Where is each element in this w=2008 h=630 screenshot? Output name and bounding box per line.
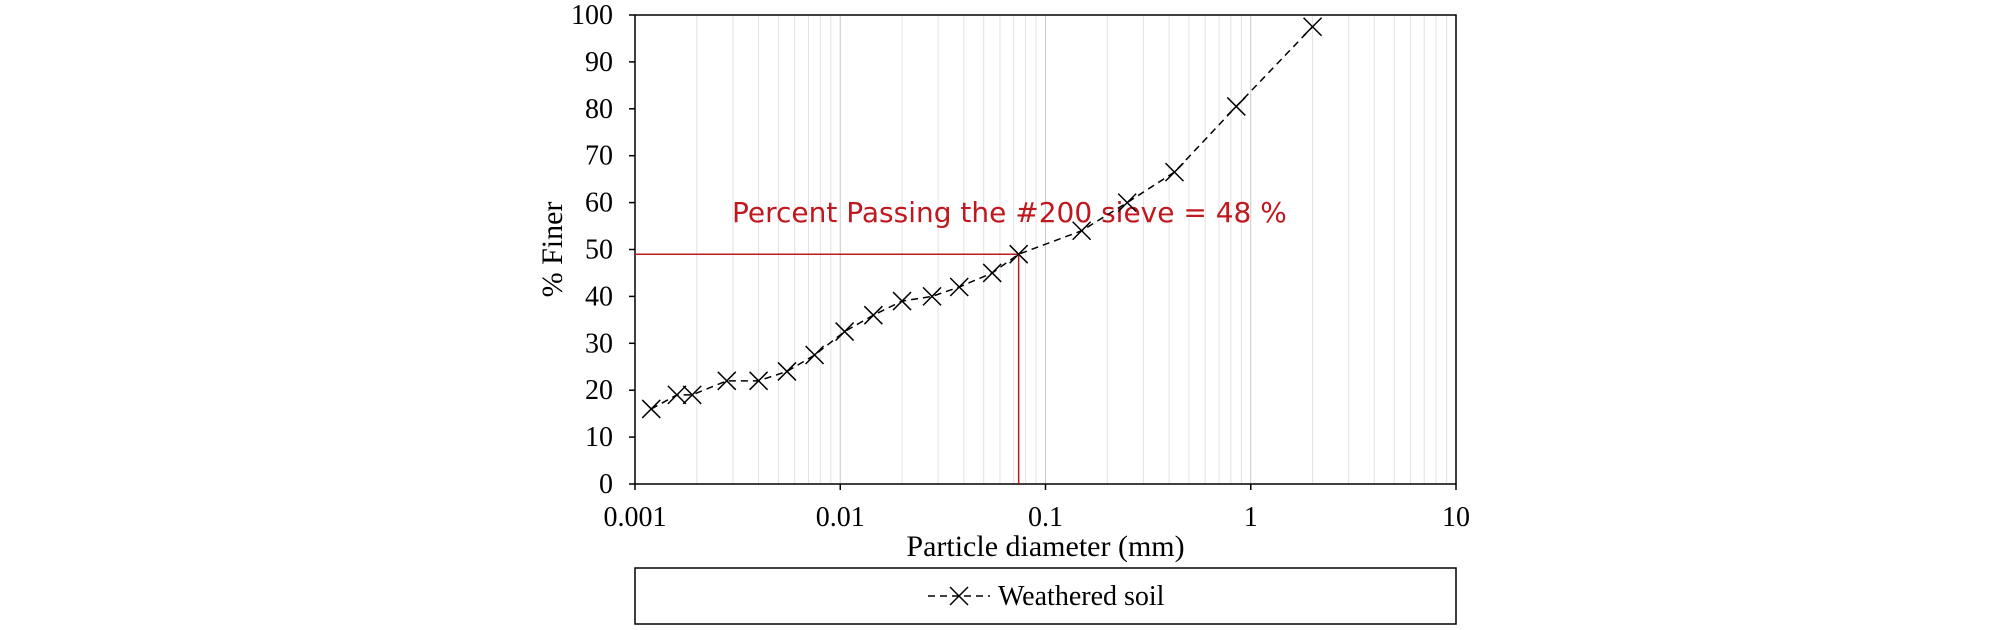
x-tick-label: 0.01 <box>816 502 865 533</box>
annotation: Percent Passing the #200 sieve = 48 % <box>635 196 1287 484</box>
annotation-text: Percent Passing the #200 sieve = 48 % <box>732 196 1287 229</box>
data-point-marker <box>892 291 912 311</box>
data-point-marker <box>749 371 769 391</box>
legend-box <box>634 567 1457 625</box>
y-axis-ticks: 0 10 20 30 40 50 60 70 80 90 100 <box>571 0 635 500</box>
data-point-marker <box>805 345 825 365</box>
data-point-marker <box>1164 162 1185 182</box>
legend: Weathered soil <box>634 567 1457 625</box>
data-point-marker <box>717 371 737 391</box>
y-tick-label: 60 <box>585 188 613 219</box>
data-point-marker <box>667 385 687 405</box>
legend-label: Weathered soil <box>998 581 1165 612</box>
y-tick-label: 70 <box>585 141 613 172</box>
y-tick-label: 90 <box>585 47 613 78</box>
y-axis-title: % Finer <box>536 202 569 298</box>
data-point-marker <box>1072 221 1092 241</box>
x-tick-label: 0.1 <box>1028 502 1063 533</box>
x-axis-ticks: 0.001 0.01 0.1 1 10 <box>604 484 1470 533</box>
data-point-marker <box>835 322 855 342</box>
legend-marker-x-icon <box>949 586 969 606</box>
data-point-marker <box>1009 244 1029 264</box>
y-tick-label: 50 <box>585 235 613 266</box>
y-tick-label: 0 <box>599 469 613 500</box>
data-point-marker <box>863 305 883 325</box>
data-point-marker <box>777 361 797 381</box>
data-point-marker <box>949 277 969 297</box>
x-tick-label: 0.001 <box>604 502 667 533</box>
x-tick-label: 1 <box>1244 502 1258 533</box>
y-tick-label: 100 <box>571 0 613 31</box>
data-point-marker <box>1226 96 1246 116</box>
data-point-marker <box>1303 17 1323 37</box>
y-tick-label: 10 <box>585 422 613 453</box>
series-weathered-soil <box>641 17 1323 419</box>
y-tick-label: 20 <box>585 375 613 406</box>
y-tick-label: 30 <box>585 328 613 359</box>
y-tick-label: 40 <box>585 281 613 312</box>
x-tick-label: 10 <box>1442 502 1470 533</box>
data-point-marker <box>1117 193 1137 213</box>
data-point-marker <box>682 385 702 405</box>
data-point-marker <box>922 286 942 306</box>
data-point-marker <box>641 399 661 419</box>
data-point-marker <box>982 263 1002 283</box>
grid <box>696 15 1448 484</box>
x-axis-title: Particle diameter (mm) <box>906 530 1184 563</box>
y-tick-label: 80 <box>585 94 613 125</box>
